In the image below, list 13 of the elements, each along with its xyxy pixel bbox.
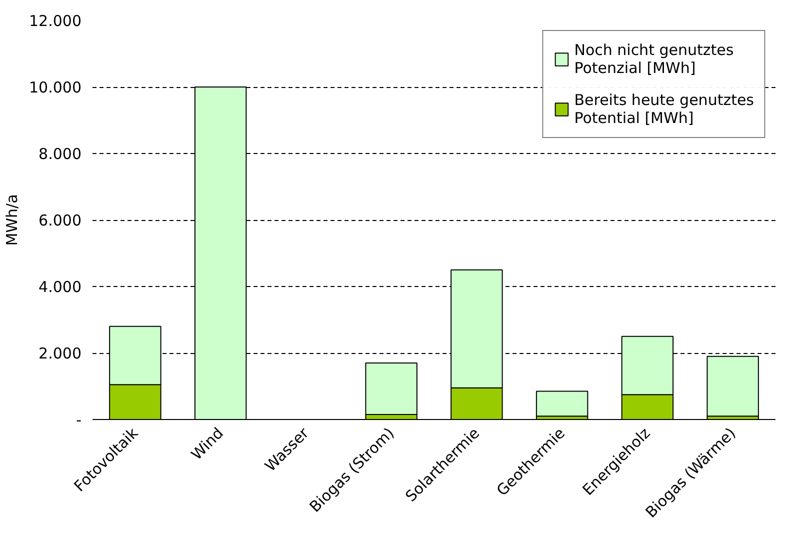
bar — [365, 362, 418, 416]
y-tick-label: - — [76, 411, 82, 429]
y-tick-label: 4.000 — [38, 278, 82, 296]
legend-label: Noch nicht genutztes Potenzial [MWh] — [574, 41, 734, 77]
y-tick-label: 2.000 — [38, 344, 82, 362]
bar — [536, 390, 588, 417]
y-tick-label: 6.000 — [38, 212, 82, 230]
y-tick-label: 8.000 — [38, 145, 82, 163]
legend-label: Bereits heute genutztes Potential [MWh] — [574, 91, 754, 127]
y-axis-title: MWh/a — [3, 194, 22, 246]
bar — [706, 356, 759, 417]
y-tick-label: 10.000 — [29, 78, 82, 96]
y-tick-label: 12.000 — [29, 12, 82, 30]
